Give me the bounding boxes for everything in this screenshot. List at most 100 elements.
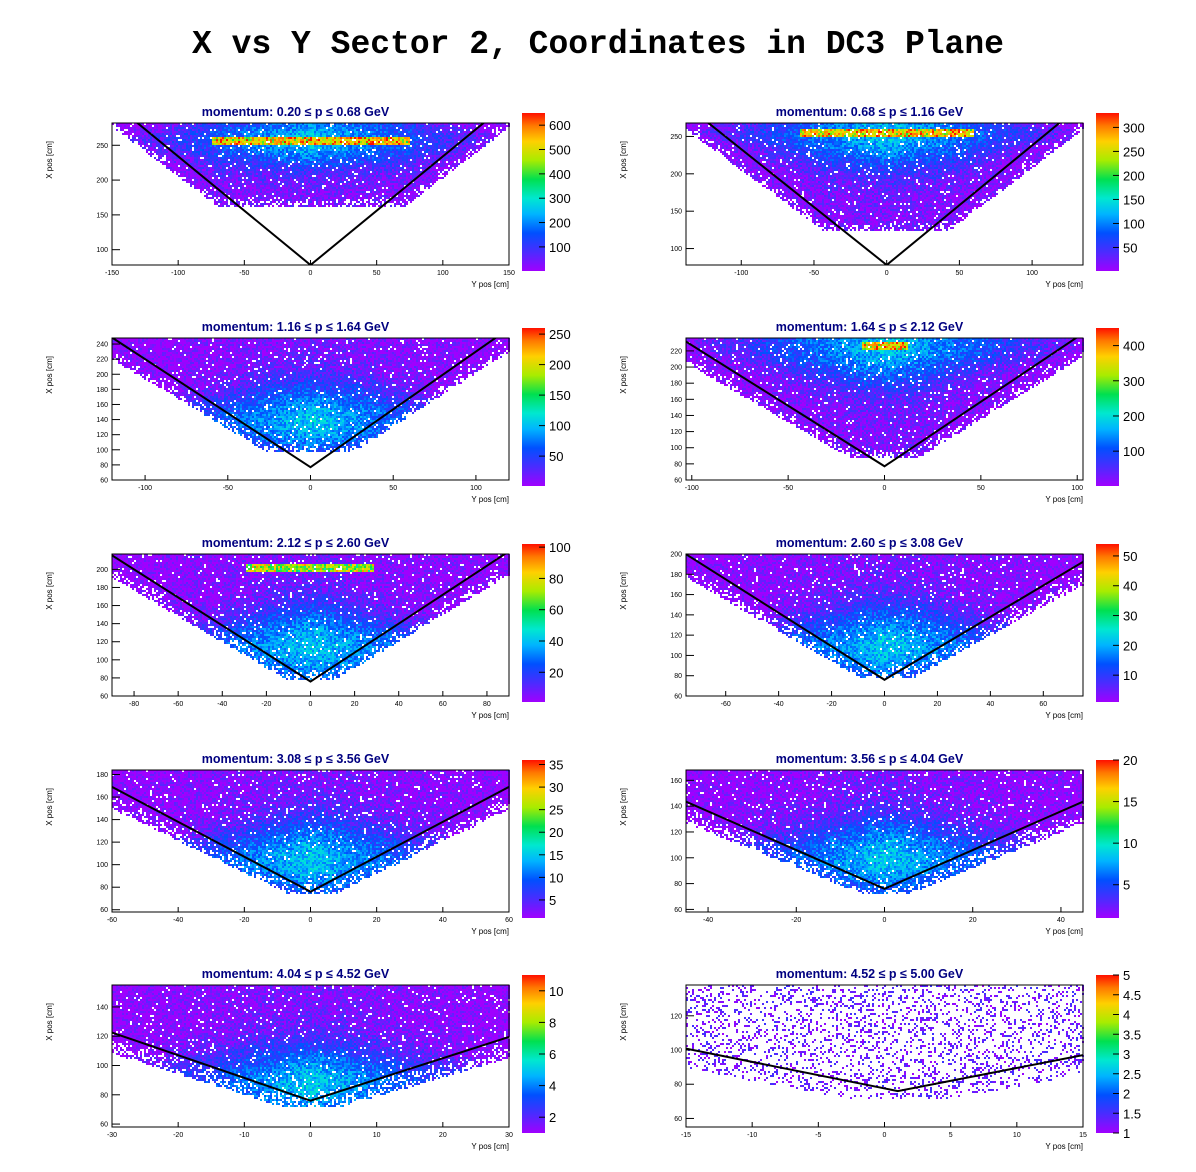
heatmap-cell: [120, 127, 122, 129]
heatmap-cell: [206, 155, 208, 157]
heatmap-cell: [250, 165, 252, 167]
heatmap-cell: [148, 127, 150, 129]
heatmap-cell: [200, 183, 202, 185]
heatmap-cell: [240, 133, 242, 135]
heatmap-cell: [224, 173, 226, 175]
heatmap-cell: [214, 157, 216, 159]
heatmap-cell: [208, 137, 210, 139]
heatmap-cell: [170, 157, 172, 159]
heatmap-cell: [250, 131, 252, 133]
heatmap-cell: [194, 131, 196, 133]
heatmap-cell: [170, 133, 172, 135]
heatmap-cell: [242, 193, 244, 195]
heatmap-cell: [156, 145, 158, 147]
heatmap-cell: [206, 147, 208, 149]
heatmap-cell: [196, 165, 198, 167]
heatmap-cell: [190, 137, 192, 139]
heatmap-cell: [146, 145, 148, 147]
heatmap-cell: [222, 159, 224, 161]
heatmap-cell: [172, 159, 174, 161]
heatmap-cell: [190, 159, 192, 161]
heatmap-cell: [150, 139, 152, 141]
heatmap-cell: [206, 133, 208, 135]
heatmap-cell: [248, 165, 250, 167]
heatmap-cell: [242, 159, 244, 161]
heatmap-cell: [242, 139, 244, 141]
heatmap-cell: [152, 141, 154, 143]
heatmap-cell: [222, 161, 224, 163]
heatmap-cell: [170, 169, 172, 171]
heatmap-cell: [232, 129, 234, 131]
heatmap-cell: [180, 155, 182, 157]
heatmap-cell: [226, 135, 228, 137]
heatmap-cell: [186, 145, 188, 147]
heatmap-cell: [132, 131, 134, 133]
heatmap-cell: [254, 165, 256, 167]
heatmap-cell: [196, 143, 198, 145]
heatmap-cell: [236, 165, 238, 167]
heatmap-cell: [206, 167, 208, 169]
heatmap-cell: [214, 161, 216, 163]
heatmap-cell: [184, 127, 186, 129]
heatmap-cell: [188, 181, 190, 183]
heatmap-cell: [228, 147, 230, 149]
heatmap-cell: [232, 169, 234, 171]
heatmap-cell: [236, 131, 238, 133]
heatmap-cell: [208, 187, 210, 189]
heatmap-cell: [250, 157, 252, 159]
heatmap-cell: [202, 163, 204, 165]
heatmap-cell: [238, 141, 240, 143]
heatmap-cell: [194, 187, 196, 189]
heatmap-cell: [154, 129, 156, 131]
heatmap-cell: [160, 125, 162, 127]
heatmap-cell: [212, 143, 214, 145]
heatmap-cell: [222, 157, 224, 159]
heatmap-cell: [246, 135, 248, 137]
heatmap-cell: [166, 133, 168, 135]
heatmap-cell: [256, 131, 258, 133]
heatmap-cell: [230, 177, 232, 179]
heatmap-cell: [228, 155, 230, 157]
heatmap-cell: [256, 147, 258, 149]
heatmap-cell: [200, 135, 202, 137]
heatmap-cell: [222, 179, 224, 181]
heatmap-cell: [234, 131, 236, 133]
heatmap-cell: [234, 171, 236, 173]
heatmap-cell: [254, 193, 256, 195]
heatmap-cell: [222, 151, 224, 153]
heatmap-cell: [254, 127, 256, 129]
heatmap-cell: [228, 171, 230, 173]
heatmap-cell: [234, 137, 236, 139]
heatmap-cell: [248, 179, 250, 181]
heatmap-cell: [222, 173, 224, 175]
heatmap-cell: [170, 143, 172, 145]
heatmap-cell: [162, 125, 164, 127]
heatmap-cell: [192, 127, 194, 129]
heatmap-cell: [216, 137, 218, 139]
heatmap-cell: [148, 147, 150, 149]
heatmap-cell: [230, 203, 232, 205]
heatmap-cell: [170, 155, 172, 157]
heatmap-cell: [138, 141, 140, 143]
heatmap-cell: [170, 161, 172, 163]
heatmap-cell: [200, 139, 202, 141]
heatmap-cell: [224, 189, 226, 191]
heatmap-cell: [256, 201, 258, 203]
heatmap-cell: [258, 145, 260, 147]
heatmap-cell: [170, 153, 172, 155]
heatmap-cell: [196, 177, 198, 179]
heatmap-cell: [224, 203, 226, 205]
heatmap-cell: [212, 167, 214, 169]
heatmap-cell: [176, 173, 178, 175]
heatmap-cell: [252, 157, 254, 159]
heatmap-cell: [160, 151, 162, 153]
heatmap-cell: [238, 133, 240, 135]
heatmap-cell: [198, 159, 200, 161]
heatmap-cell: [154, 131, 156, 133]
heatmap-cell: [206, 171, 208, 173]
heatmap-cell: [258, 133, 260, 135]
heatmap-cell: [194, 135, 196, 137]
heatmap-cell: [176, 141, 178, 143]
heatmap-cell: [250, 179, 252, 181]
heatmap-cell: [248, 163, 250, 165]
